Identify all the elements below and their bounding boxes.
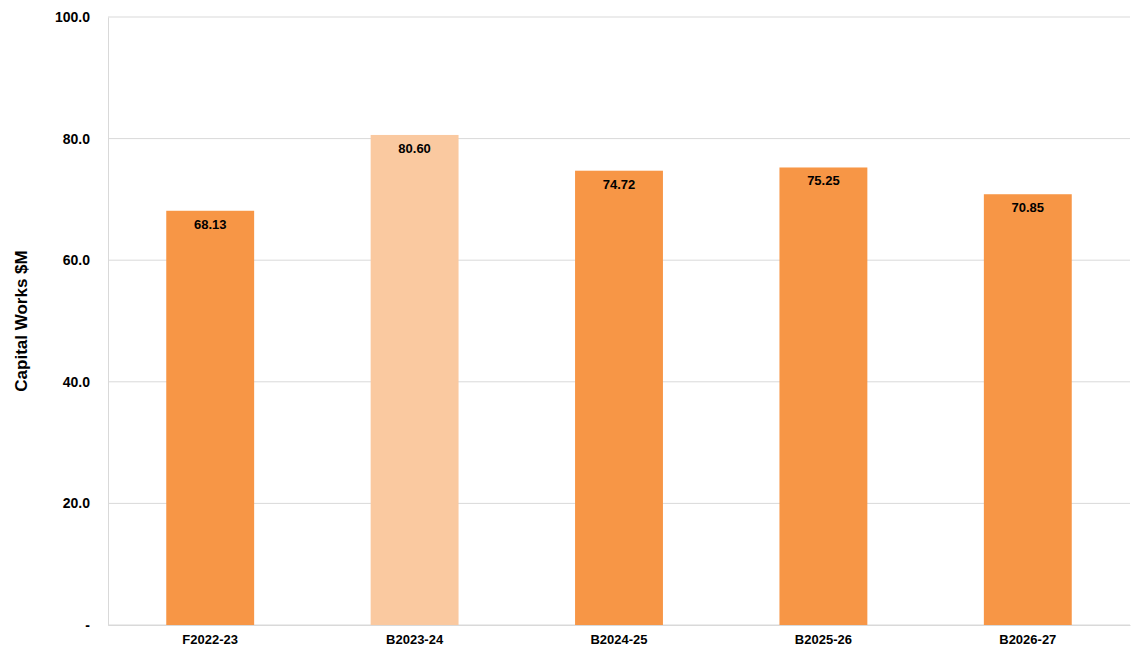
data-label: 68.13 [194, 217, 227, 232]
plot: - 20.0 40.0 60.0 80.0 100.0 F2022-23 B2023-24 B2… [55, 9, 1131, 647]
x-tick-label: B2024-25 [590, 632, 647, 647]
x-axis: F2022-23 B2023-24 B2024-25 B2025-26 B2026-27 [109, 625, 1131, 647]
y-tick: 20.0 [63, 495, 108, 511]
y-tick-label: 20.0 [63, 495, 90, 511]
x-tick-label: F2022-23 [182, 632, 238, 647]
x-tick: B2024-25 [590, 625, 647, 647]
y-tick: 100.0 [55, 9, 108, 25]
bar [779, 167, 867, 625]
y-tick-label: 60.0 [63, 252, 90, 268]
data-label: 75.25 [807, 173, 840, 188]
bars [166, 135, 1071, 625]
bar [371, 135, 459, 625]
y-tick-label: 80.0 [63, 131, 90, 147]
x-tick: B2025-26 [795, 625, 852, 647]
x-tick: B2026-27 [999, 625, 1056, 647]
grid [108, 17, 1130, 625]
data-label: 74.72 [603, 177, 636, 192]
grid-line [108, 138, 1130, 139]
bar [575, 171, 663, 625]
grid-line [108, 17, 1130, 18]
x-tick: F2022-23 [182, 625, 238, 647]
y-tick-label: 40.0 [63, 374, 90, 390]
y-tick-label: - [85, 617, 90, 633]
data-labels: 68.13 80.60 74.72 75.25 70.85 [194, 141, 1044, 232]
data-label: 70.85 [1012, 200, 1045, 215]
y-tick-label: 100.0 [55, 9, 90, 25]
x-tick-label: B2025-26 [795, 632, 852, 647]
y-tick: 60.0 [63, 252, 108, 268]
x-tick-label: B2023-24 [386, 632, 444, 647]
y-tick: 80.0 [63, 131, 108, 147]
y-axis-line [108, 18, 109, 626]
x-tick-label: B2026-27 [999, 632, 1056, 647]
y-tick: - [85, 617, 108, 633]
data-label: 80.60 [398, 141, 431, 156]
chart: - 20.0 40.0 60.0 80.0 100.0 F2022-23 B2023-24 B2… [0, 0, 1143, 671]
x-axis-line [109, 625, 1131, 626]
bar [166, 211, 254, 625]
y-axis-title: Capital Works $M [12, 250, 31, 391]
y-axis: - 20.0 40.0 60.0 80.0 100.0 [55, 9, 109, 633]
x-tick: B2023-24 [386, 625, 444, 647]
y-tick: 40.0 [63, 374, 108, 390]
bar [984, 194, 1072, 625]
